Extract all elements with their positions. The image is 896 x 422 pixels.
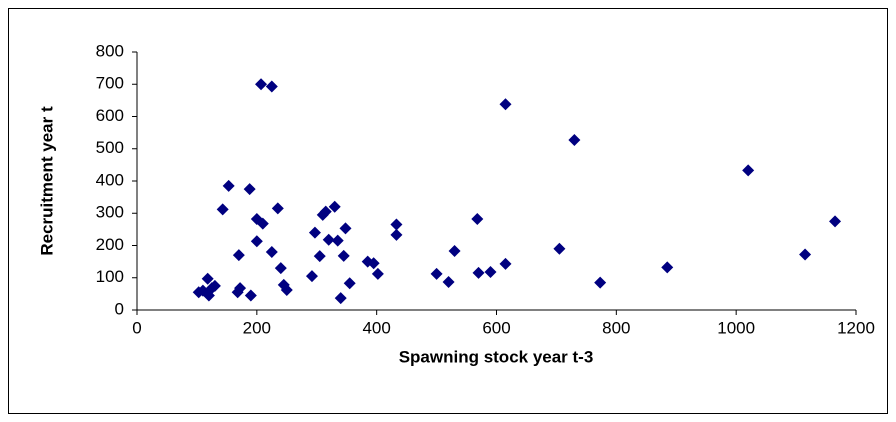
point	[308, 226, 321, 239]
point	[313, 250, 326, 263]
x-tick-label: 1200	[837, 318, 875, 337]
point	[192, 286, 205, 299]
point	[305, 270, 318, 283]
y-tick-label: 200	[96, 235, 124, 254]
point	[250, 213, 263, 226]
point	[334, 292, 347, 305]
x-tick-label: 0	[132, 318, 141, 337]
point	[232, 249, 245, 262]
y-tick-label: 300	[96, 203, 124, 222]
point	[553, 242, 566, 255]
point	[222, 179, 235, 192]
point	[337, 249, 350, 262]
point	[661, 261, 674, 274]
point	[361, 255, 374, 268]
point	[568, 134, 581, 147]
point	[829, 215, 842, 228]
point	[442, 275, 455, 288]
x-tick-label: 200	[243, 318, 271, 337]
point	[201, 272, 214, 285]
point	[390, 228, 403, 241]
y-tick-label: 100	[96, 267, 124, 286]
y-tick-label: 600	[96, 106, 124, 125]
point	[316, 208, 329, 221]
point	[448, 244, 461, 257]
y-tick-label: 500	[96, 138, 124, 157]
point	[471, 213, 484, 226]
point	[280, 284, 293, 297]
point	[250, 235, 263, 248]
y-tick-label: 400	[96, 170, 124, 189]
y-tick-label: 700	[96, 74, 124, 93]
point	[244, 289, 257, 302]
point	[371, 267, 384, 280]
point	[328, 200, 341, 213]
point	[594, 276, 607, 289]
chart-border	[8, 8, 888, 414]
point	[234, 282, 247, 295]
point	[799, 248, 812, 261]
point	[265, 245, 278, 258]
point	[322, 233, 335, 246]
point	[343, 277, 356, 290]
x-tick-label: 800	[602, 318, 630, 337]
point	[265, 80, 278, 93]
x-tick-label: 600	[482, 318, 510, 337]
x-tick-label: 400	[362, 318, 390, 337]
point	[216, 203, 229, 216]
point	[390, 218, 403, 231]
y-axis-title: Recruitment year t	[37, 106, 56, 256]
point	[271, 202, 284, 215]
point	[484, 265, 497, 278]
x-tick-label: 1000	[717, 318, 755, 337]
point	[430, 267, 443, 280]
point	[472, 266, 485, 279]
point	[339, 222, 352, 235]
point	[255, 78, 268, 91]
point	[274, 262, 287, 275]
y-tick-label: 800	[96, 41, 124, 60]
point	[331, 234, 344, 247]
x-axis-title: Spawning stock year t-3	[399, 347, 594, 366]
point	[742, 164, 755, 177]
point	[499, 98, 512, 111]
point	[243, 183, 256, 196]
point	[499, 257, 512, 270]
y-tick-label: 0	[115, 299, 124, 318]
